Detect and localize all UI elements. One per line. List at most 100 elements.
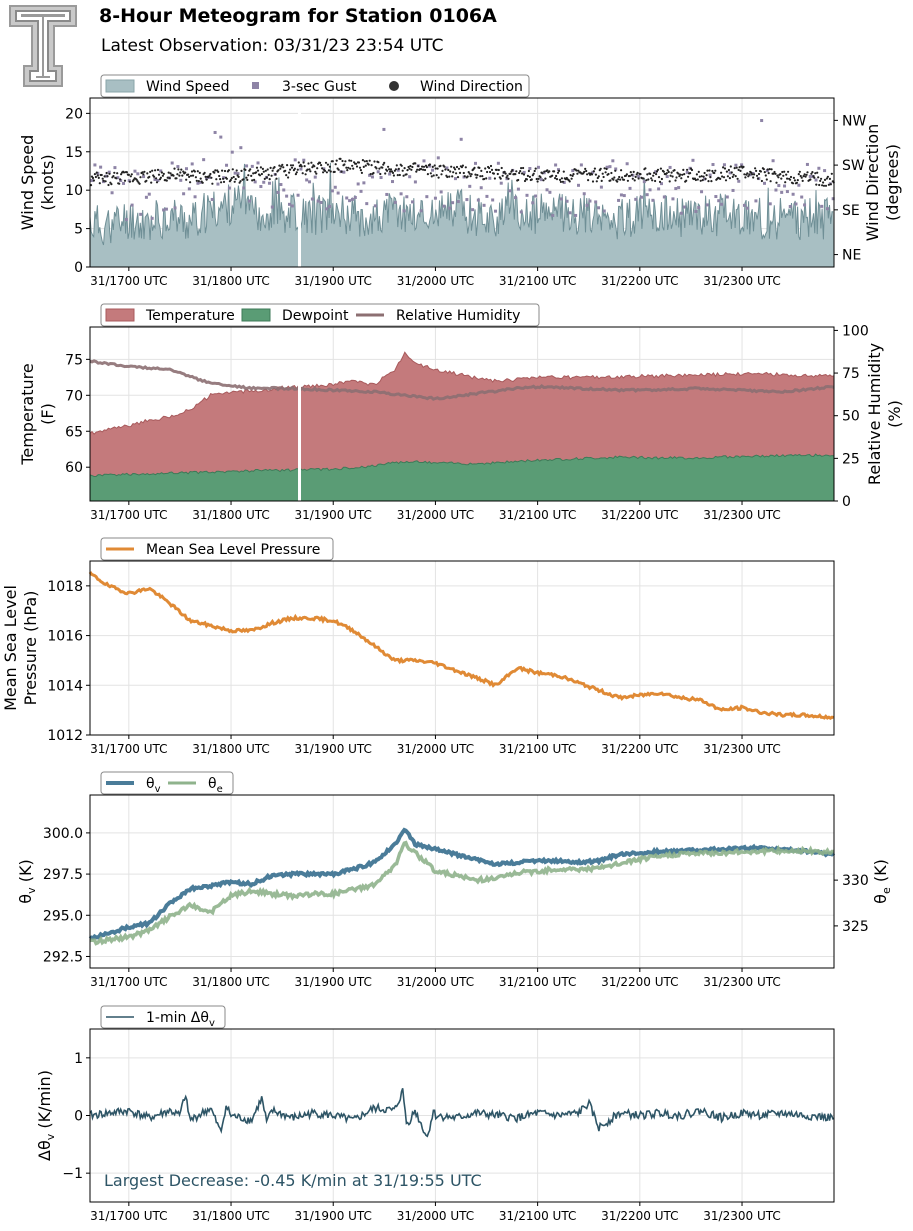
wind-direction-point (386, 169, 389, 172)
y2-tick-label: 325 (842, 919, 869, 935)
wind-direction-point (362, 165, 365, 168)
y2-tick-label: 50 (842, 409, 860, 425)
wind-direction-point (669, 174, 672, 177)
gust-point (545, 188, 549, 192)
wind-direction-point (474, 173, 477, 176)
theta-panel: 31/1700 UTC 31/1800 UTC 31/1900 UTC 31/2000… (16, 771, 893, 989)
gust-point (585, 203, 589, 207)
wind-direction-point (729, 165, 732, 168)
wind-direction-point (281, 163, 284, 166)
wind-direction-point (483, 177, 486, 181)
wind-direction-point (463, 175, 466, 178)
wind-direction-point (650, 177, 653, 180)
wind-direction-point (352, 167, 355, 170)
wind-direction-point (699, 179, 702, 182)
wind-direction-point (708, 169, 711, 172)
wind-direction-point (519, 170, 522, 173)
delta-theta-line (89, 1088, 834, 1138)
wind-direction-point (431, 165, 434, 168)
wind-direction-point (294, 173, 297, 176)
wind-direction-point (127, 173, 130, 176)
wind-direction-point (568, 180, 571, 183)
wind-direction-point (548, 170, 551, 173)
wind-direction-point (378, 167, 381, 170)
wind-direction-point (220, 181, 223, 184)
wind-direction-point (681, 173, 684, 176)
wind-direction-point (793, 179, 797, 182)
gust-point (548, 190, 552, 194)
legend-label: Temperature (145, 308, 235, 324)
wind-direction-point (451, 175, 454, 178)
x-tick-label: 31/2100 UTC (499, 1209, 576, 1223)
x-tick-label: 31/1900 UTC (294, 975, 371, 989)
legend-label: Wind Speed (146, 79, 230, 95)
wind-direction-point (592, 170, 596, 173)
wind-direction-point (621, 176, 624, 179)
wind-direction-point (194, 176, 197, 179)
gust-point (677, 186, 681, 190)
wind-direction-point (595, 180, 598, 183)
gust-point (279, 183, 283, 187)
wind-direction-point (742, 165, 745, 168)
wind-direction-point (753, 173, 756, 176)
wind-direction-point (247, 174, 250, 177)
wind-direction-point (696, 178, 699, 181)
gust-point (494, 209, 498, 213)
wind-direction-point (156, 168, 160, 171)
gust-point (436, 156, 440, 160)
gust-point (130, 203, 134, 207)
wind-direction-point (634, 175, 637, 178)
wind-direction-point (234, 178, 237, 181)
wind-direction-point (815, 183, 818, 186)
wind-direction-point (499, 177, 502, 180)
gust-point (428, 164, 432, 168)
wind-direction-point (810, 172, 813, 175)
wind-direction-point (161, 174, 164, 177)
wind-direction-point (642, 177, 645, 180)
wind-direction-point (325, 171, 328, 174)
gust-point (536, 165, 540, 169)
wind-direction-point (407, 165, 410, 169)
wind-direction-point (130, 173, 133, 176)
gust-point (622, 194, 626, 198)
wind-direction-point (306, 168, 309, 171)
wind-direction-point (392, 174, 395, 177)
wind-direction-point (270, 174, 273, 177)
wind-direction-point (398, 173, 401, 177)
wind-direction-point (151, 169, 154, 172)
gust-point (196, 181, 200, 185)
wind-direction-point (307, 162, 310, 165)
wind-direction-point (558, 178, 562, 181)
x-tick-label: 31/2100 UTC (499, 742, 576, 756)
wind-direction-point (262, 170, 265, 173)
wind-direction-point (787, 170, 790, 173)
wind-direction-point (428, 163, 431, 166)
wind-direction-point (339, 157, 342, 160)
gust-point (462, 175, 466, 179)
wind-direction-point (118, 182, 121, 185)
wind-direction-point (439, 164, 442, 167)
wind-direction-point (377, 161, 380, 164)
wind-direction-point (546, 169, 549, 172)
wind-direction-point (340, 170, 343, 173)
wind-direction-point (120, 173, 123, 176)
wind-direction-point (179, 171, 182, 174)
wind-direction-point (132, 178, 135, 181)
gust-point (525, 193, 529, 197)
wind-direction-point (801, 179, 804, 182)
gust-point (373, 204, 377, 208)
wind-direction-point (633, 179, 636, 182)
wind-direction-point (167, 171, 170, 174)
wind-direction-point (541, 172, 544, 175)
wind-direction-point (521, 172, 524, 175)
gust-point (605, 165, 609, 169)
wind-direction-point (263, 177, 266, 180)
wind-direction-point (453, 166, 456, 169)
wind-direction-point (149, 170, 152, 173)
wind-direction-point (388, 168, 391, 171)
wind-direction-point (239, 180, 242, 183)
largest-decrease-annotation: Largest Decrease: -0.45 K/min at 31/19:5… (104, 1171, 482, 1190)
wind-direction-point (397, 167, 400, 170)
gust-point (551, 213, 555, 217)
